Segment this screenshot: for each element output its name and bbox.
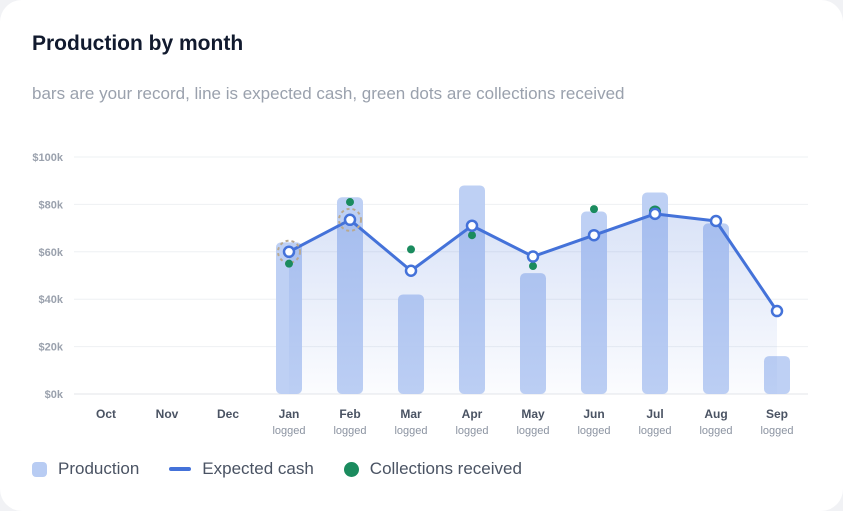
point-expected-cash	[587, 228, 601, 242]
x-tick-label: Nov	[156, 407, 179, 421]
x-tick-label: Jul	[646, 407, 663, 421]
y-tick-label: $100k	[32, 152, 63, 164]
y-tick-label: $80k	[39, 199, 64, 211]
y-tick-label: $60k	[39, 247, 64, 259]
point-expected-cash	[282, 245, 296, 259]
x-sublabel: logged	[333, 425, 366, 437]
dot-collections	[346, 198, 354, 207]
x-sublabel: logged	[394, 425, 427, 437]
x-tick-label: May	[521, 407, 545, 421]
card-title: Production by month	[32, 32, 244, 55]
x-sublabel: logged	[638, 425, 671, 437]
chart-legend: Production Expected cash Collections rec…	[32, 459, 552, 479]
legend-item-production[interactable]: Production	[32, 459, 139, 479]
dot-collections	[590, 205, 598, 214]
legend-item-expected-cash[interactable]: Expected cash	[169, 459, 314, 479]
y-tick-label: $20k	[39, 342, 64, 354]
x-tick-label: Feb	[339, 407, 360, 421]
area-expected-cash	[289, 213, 777, 394]
dot-collections	[529, 262, 537, 271]
point-expected-cash	[648, 207, 662, 221]
x-tick-label: Apr	[462, 407, 483, 421]
x-tick-label: Mar	[400, 407, 422, 421]
legend-label-collections: Collections received	[369, 459, 522, 478]
x-sublabel: logged	[699, 425, 732, 437]
point-expected-cash	[526, 250, 540, 263]
dot-collections	[468, 231, 476, 240]
production-chart: $0k $20k $40k $60k $80k $100k Oct Nov Dec Jan logg…	[32, 152, 808, 437]
highlight-ring	[277, 239, 301, 264]
legend-swatch-collections	[343, 461, 359, 477]
x-sublabel: logged	[516, 425, 549, 437]
point-expected-cash	[343, 213, 357, 227]
dot-collections	[407, 245, 415, 254]
legend-swatch-expected-cash	[169, 467, 192, 471]
x-tick-label: Jun	[583, 407, 604, 421]
x-sublabel: logged	[760, 425, 793, 437]
x-tick-label: Jan	[279, 407, 300, 421]
point-expected-cash	[709, 214, 723, 228]
card-subtitle: bars are your record, line is expected c…	[32, 84, 625, 103]
x-sublabel: logged	[455, 425, 488, 437]
y-tick-label: $0k	[45, 389, 64, 401]
dot-collections	[285, 259, 293, 268]
legend-label-production: Production	[58, 459, 140, 478]
y-tick-label: $40k	[39, 294, 64, 306]
x-sublabel: logged	[272, 425, 305, 437]
point-expected-cash	[770, 304, 784, 318]
x-tick-label: Oct	[96, 407, 116, 421]
x-tick-label: Dec	[217, 407, 239, 421]
highlight-ring	[338, 207, 362, 232]
legend-label-expected-cash: Expected cash	[202, 459, 314, 478]
point-expected-cash	[404, 264, 418, 278]
x-tick-label: Sep	[766, 407, 788, 421]
x-tick-label: Aug	[704, 407, 727, 421]
legend-swatch-production	[32, 461, 47, 477]
legend-item-collections[interactable]: Collections received	[343, 459, 522, 479]
point-expected-cash	[465, 219, 479, 232]
x-sublabel: logged	[577, 425, 610, 437]
